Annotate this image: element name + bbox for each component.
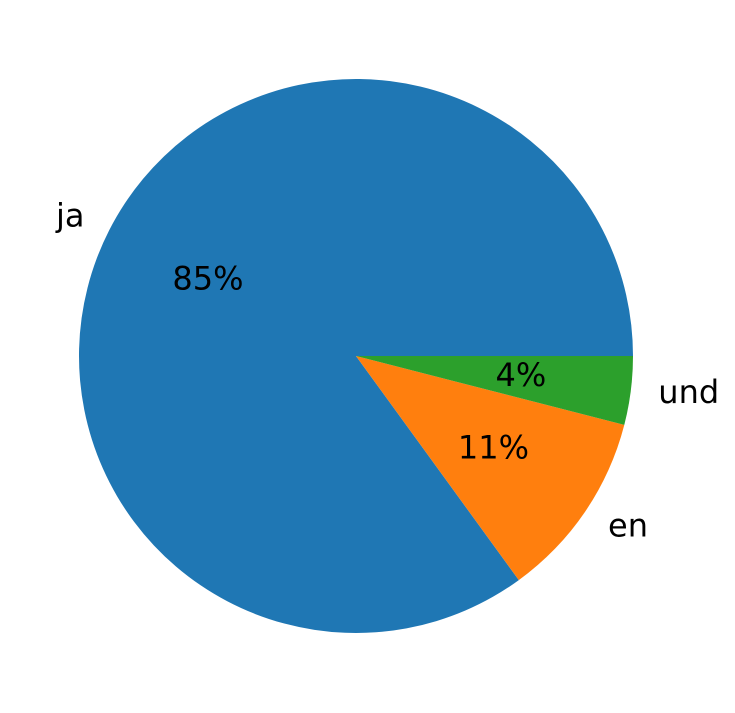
percent-label: 85%	[172, 260, 243, 298]
slice-label: und	[658, 373, 719, 411]
percent-label: 11%	[458, 428, 529, 466]
pie-slice	[79, 79, 633, 633]
pie-slice	[356, 356, 633, 425]
pie-slice	[356, 356, 625, 581]
percent-label: 4%	[496, 356, 547, 394]
slice-label: en	[608, 506, 648, 544]
slice-label: ja	[55, 197, 85, 235]
